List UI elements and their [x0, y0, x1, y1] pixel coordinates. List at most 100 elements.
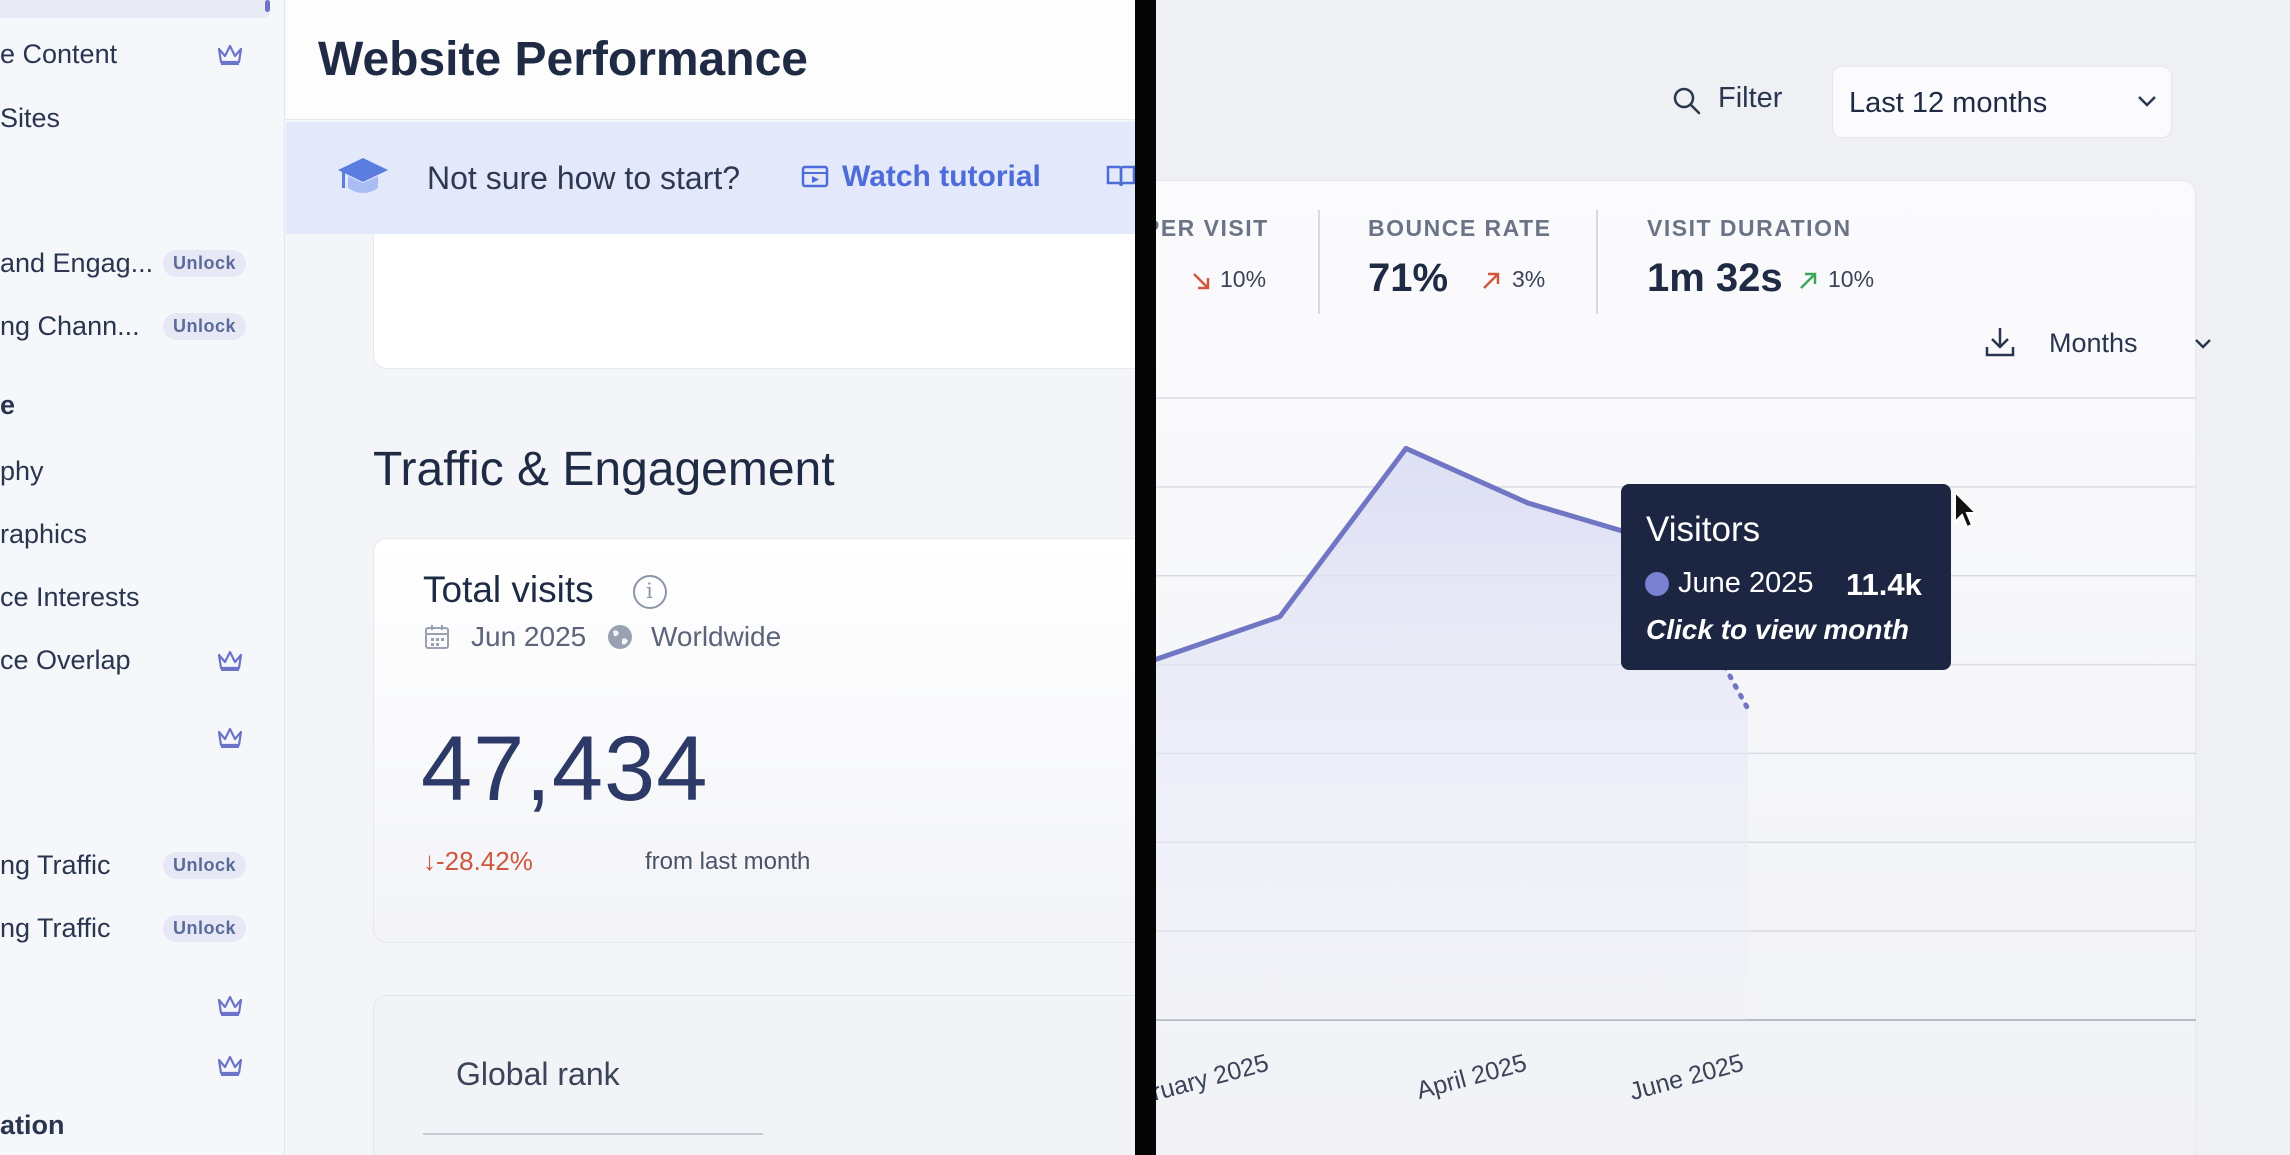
- right-panel: Filter Last 12 months PER VISIT 10% BOUN…: [1156, 0, 2290, 1155]
- total-visits-region: Worldwide: [651, 621, 782, 652]
- sidebar-item-label: raphics: [0, 518, 88, 549]
- help-banner: Not sure how to start? Watch tutorial: [286, 122, 1135, 234]
- title-bar: Website Performance: [286, 0, 1135, 120]
- help-question: Not sure how to start?: [427, 160, 741, 196]
- sidebar-item[interactable]: [0, 1045, 250, 1085]
- total-visits-value: 47,434: [421, 718, 709, 820]
- crown-icon: [216, 648, 244, 672]
- crown-icon: [216, 42, 244, 66]
- sidebar-item-label: ce Interests: [0, 581, 140, 612]
- active-indicator: [265, 0, 270, 12]
- crown-icon: [216, 1053, 244, 1077]
- sidebar-item[interactable]: e Content: [0, 34, 250, 74]
- metric-label-pages-per-visit: PER VISIT: [1156, 215, 1269, 241]
- global-rank-card[interactable]: Global rank: [373, 995, 1135, 1155]
- x-tick-label: June 2025: [1627, 1049, 1747, 1100]
- chart-tooltip[interactable]: Visitors June 2025 11.4k Click to view m…: [1621, 484, 1951, 670]
- filter-label: Filter: [1718, 82, 1783, 114]
- total-visits-card[interactable]: Total visits Jun 2025 Worldwide 4: [373, 538, 1135, 943]
- date-range-select[interactable]: Last 12 months: [1832, 66, 2172, 138]
- sidebar-item-label: e Content: [0, 38, 118, 69]
- sidebar-item-label: ng Traffic: [0, 849, 111, 880]
- metric-label-visit-duration: VISIT DURATION: [1647, 215, 1852, 241]
- sidebar-item-label: Sites: [0, 102, 61, 133]
- arrow-up-right-icon: [1800, 272, 1817, 289]
- sidebar-item[interactable]: and Engag... Unlock: [0, 243, 250, 283]
- sidebar-item-label: ce Overlap: [0, 644, 131, 675]
- overview-card: [373, 234, 1135, 369]
- sidebar-item-label: e: [0, 389, 16, 420]
- sidebar-item[interactable]: phy: [0, 451, 250, 491]
- sidebar-section-heading: e: [0, 385, 250, 425]
- sidebar-item-label: ation: [0, 1109, 65, 1140]
- sidebar-item[interactable]: Sites: [0, 98, 250, 138]
- book-icon[interactable]: [1106, 164, 1135, 188]
- metric-delta-bounce-rate: 3%: [1512, 266, 1546, 292]
- sidebar-item-label: and Engag...: [0, 247, 154, 278]
- metric-value-bounce-rate: 71%: [1368, 256, 1449, 300]
- sidebar-section-heading: ation: [0, 1105, 250, 1145]
- chart-series-line: [1156, 445, 1657, 662]
- sidebar-item[interactable]: ce Overlap: [0, 640, 250, 680]
- split-divider: [1135, 0, 1156, 1155]
- calendar-icon: [425, 625, 449, 649]
- sidebar-item[interactable]: ce Interests: [0, 577, 250, 617]
- download-icon[interactable]: [1984, 325, 2016, 359]
- sidebar-item[interactable]: raphics: [0, 514, 250, 554]
- divider-line: [423, 1133, 763, 1135]
- sidebar-item[interactable]: ng Traffic Unlock: [0, 908, 250, 948]
- sidebar-item-label: ng Traffic: [0, 912, 111, 943]
- sidebar-item-label: ng Chann...: [0, 310, 140, 341]
- global-rank-title: Global rank: [456, 1056, 620, 1092]
- tooltip-hint: Click to view month: [1646, 614, 1909, 645]
- x-tick-label: April 2025: [1414, 1049, 1530, 1100]
- chevron-down-icon[interactable]: [2194, 338, 2212, 350]
- granularity-select[interactable]: Months: [2049, 328, 2138, 358]
- sidebar-item-label: phy: [0, 455, 44, 486]
- unlock-badge[interactable]: Unlock: [163, 914, 247, 942]
- left-panel: e Content Sites and Engag... Unlock ng Chann…: [0, 0, 1135, 1155]
- metric-separator: [1596, 210, 1598, 314]
- total-visits-delta-suffix: from last month: [645, 848, 811, 875]
- filter-button[interactable]: Filter: [1672, 82, 1802, 122]
- section-title: Traffic & Engagement: [373, 443, 835, 496]
- tooltip-title: Visitors: [1646, 510, 1761, 549]
- unlock-badge[interactable]: Unlock: [163, 249, 247, 277]
- sidebar-active-item[interactable]: [0, 0, 270, 18]
- graduation-cap-icon: [338, 158, 388, 193]
- globe-icon: [608, 625, 632, 649]
- metric-delta-visit-duration: 10%: [1828, 266, 1875, 292]
- chart-x-ticks: ebruary 2025 April 2025 June 2025: [1156, 1049, 1747, 1100]
- page-title: Website Performance: [318, 33, 808, 86]
- arrow-down-right-icon: [1193, 273, 1210, 290]
- date-range-value: Last 12 months: [1849, 87, 2048, 119]
- mouse-cursor-icon: [1954, 490, 1979, 529]
- watch-tutorial-link[interactable]: Watch tutorial: [842, 160, 1041, 193]
- tooltip-value: 11.4k: [1846, 567, 1922, 602]
- metric-delta-pages-per-visit: 10%: [1220, 266, 1267, 292]
- sidebar-item[interactable]: [0, 985, 250, 1025]
- crown-icon: [216, 725, 244, 749]
- sidebar-item[interactable]: ng Chann... Unlock: [0, 306, 250, 346]
- tooltip-month: June 2025: [1678, 567, 1814, 599]
- metric-label-bounce-rate: BOUNCE RATE: [1368, 215, 1552, 241]
- metric-value-visit-duration: 1m 32s: [1647, 256, 1783, 300]
- main-content: Website Performance Not sure how to star…: [286, 0, 1135, 1155]
- chart-area-fill: [1156, 448, 1748, 1020]
- total-visits-title: Total visits: [423, 569, 594, 610]
- chevron-down-icon: [2138, 96, 2156, 107]
- total-visits-delta: ↓-28.42%: [423, 846, 533, 876]
- crown-icon: [216, 993, 244, 1017]
- info-icon[interactable]: [633, 575, 667, 609]
- x-tick-label: ebruary 2025: [1156, 1049, 1272, 1100]
- arrow-up-right-icon: [1483, 272, 1500, 289]
- unlock-badge[interactable]: Unlock: [163, 312, 247, 340]
- total-visits-date: Jun 2025: [471, 621, 587, 652]
- metric-separator: [1318, 210, 1320, 314]
- sidebar-item[interactable]: ng Traffic Unlock: [0, 845, 250, 885]
- sidebar: e Content Sites and Engag... Unlock ng Chann…: [0, 0, 285, 1155]
- sidebar-item[interactable]: [0, 717, 250, 757]
- tooltip-series-dot: [1645, 572, 1669, 596]
- unlock-badge[interactable]: Unlock: [163, 851, 247, 879]
- search-icon: [1673, 87, 1701, 115]
